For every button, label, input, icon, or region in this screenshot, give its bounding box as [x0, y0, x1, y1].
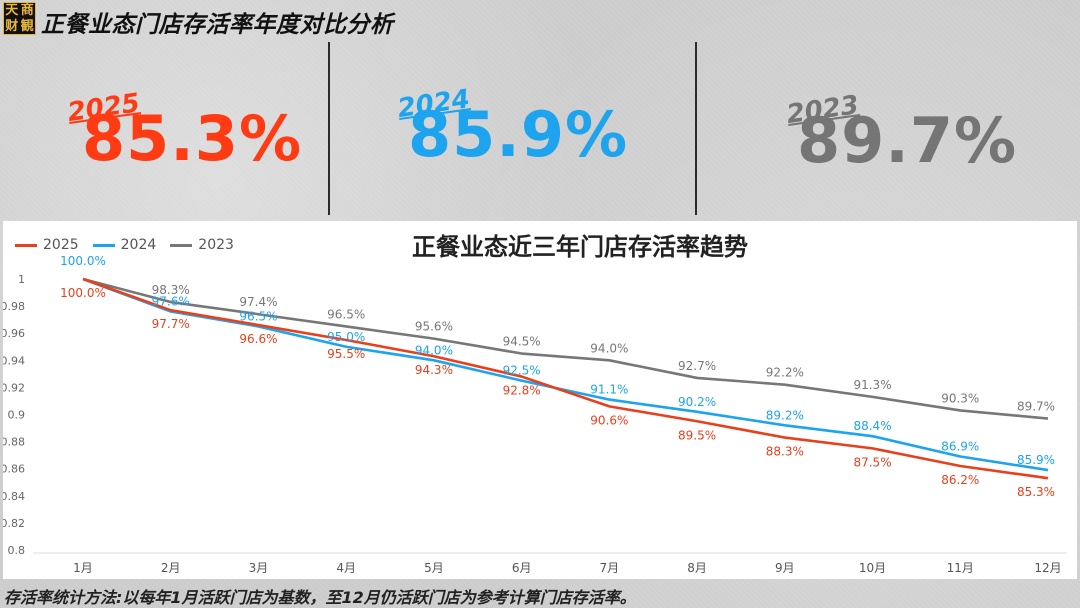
y-tick-label: 0.84 — [3, 490, 25, 503]
data-label: 88.3% — [766, 445, 804, 459]
kpi-card-2025: 2025 85.3% — [0, 40, 328, 215]
data-label: 90.3% — [941, 391, 979, 405]
y-tick-label: 0.86 — [3, 463, 25, 476]
line-chart: 1 0.98 0.96 0.94 0.92 0.9 0.88 0.86 0.84 0.82 0.8 1… — [3, 254, 1067, 575]
data-label: 91.1% — [590, 383, 628, 397]
data-label: 85.9% — [1017, 453, 1055, 467]
data-label: 96.6% — [239, 332, 277, 346]
legend-label: 2024 — [120, 237, 157, 253]
chart-legend: 2025 2024 2023 — [15, 237, 234, 253]
data-label: 94.5% — [503, 335, 541, 349]
data-label: 89.2% — [766, 408, 804, 422]
kpi-value: 85.3% — [82, 102, 303, 175]
data-label: 97.6% — [152, 295, 190, 309]
data-label: 95.0% — [327, 330, 365, 344]
y-tick-label: 0.82 — [3, 517, 25, 530]
data-label: 98.3% — [152, 283, 190, 297]
x-tick-label: 4月 — [336, 561, 356, 575]
kpi-divider — [328, 42, 330, 215]
legend-swatch — [15, 243, 37, 247]
kpi-value: 85.9% — [408, 98, 629, 171]
x-tick-label: 10月 — [859, 561, 886, 575]
x-tick-label: 1月 — [73, 561, 93, 575]
legend-swatch — [170, 243, 193, 247]
data-label: 85.3% — [1017, 485, 1055, 499]
data-label: 100.0% — [60, 286, 106, 300]
data-label: 97.4% — [239, 295, 277, 309]
y-tick-label: 0.94 — [3, 354, 25, 367]
y-tick-label: 0.9 — [8, 409, 26, 422]
logo-char: 财 — [5, 19, 19, 34]
logo-char: 観 — [20, 19, 34, 34]
x-tick-label: 6月 — [512, 561, 532, 575]
series-line-2023 — [82, 277, 1049, 420]
legend-swatch — [92, 243, 115, 247]
data-label: 87.5% — [853, 455, 891, 469]
series-line-2025 — [82, 277, 1049, 480]
data-label: 91.3% — [853, 378, 891, 392]
data-label: 95.5% — [327, 347, 365, 361]
x-tick-label: 2月 — [161, 561, 181, 575]
data-label: 92.2% — [766, 366, 804, 380]
data-label: 86.9% — [941, 440, 979, 454]
x-tick-label: 9月 — [775, 561, 795, 575]
methodology-footnote: 存活率统计方法:以每年1月活跃门店为基数，至12月仍活跃门店为参考计算门店存活率… — [4, 588, 636, 607]
data-label: 89.7% — [1017, 400, 1055, 414]
logo-char: 商 — [20, 3, 34, 18]
legend-item-2025[interactable]: 2025 — [15, 237, 79, 253]
x-tick-label: 12月 — [1034, 561, 1061, 575]
x-tick-label: 5月 — [424, 561, 444, 575]
kpi-card-2023: 2023 89.7% — [697, 40, 1080, 215]
data-label: 96.5% — [327, 307, 365, 321]
data-label: 97.7% — [152, 317, 190, 331]
chart-title: 正餐业态近三年门店存活率趋势 — [412, 233, 748, 261]
legend-item-2024[interactable]: 2024 — [92, 237, 157, 253]
y-tick-label: 0.96 — [3, 327, 25, 340]
y-tick-label: 0.8 — [8, 544, 26, 557]
series-line-2024 — [82, 277, 1049, 472]
legend-label: 2023 — [198, 237, 234, 253]
data-label: 90.6% — [590, 413, 628, 427]
x-tick-label: 11月 — [947, 561, 974, 575]
data-label: 95.6% — [415, 320, 453, 334]
data-label: 88.4% — [853, 419, 891, 433]
kpi-value: 89.7% — [797, 104, 1018, 177]
line-chart-panel: 1 0.98 0.96 0.94 0.92 0.9 0.88 0.86 0.84 0.82 0.8 1… — [3, 221, 1077, 579]
data-label: 94.0% — [415, 343, 453, 357]
y-tick-label: 1 — [18, 273, 25, 286]
kpi-card-2024: 2024 85.9% — [330, 40, 695, 215]
kpi-divider — [695, 42, 697, 215]
data-label: 96.5% — [239, 309, 277, 323]
brand-logo: 天 商 财 観 — [3, 2, 36, 35]
data-label: 89.5% — [678, 428, 716, 442]
data-label: 100.0% — [60, 254, 106, 268]
y-tick-label: 0.98 — [3, 300, 25, 313]
y-tick-label: 0.88 — [3, 436, 25, 449]
x-tick-label: 8月 — [687, 561, 707, 575]
x-tick-label: 7月 — [600, 561, 620, 575]
x-tick-label: 3月 — [249, 561, 269, 575]
data-label: 92.5% — [503, 364, 541, 378]
data-label: 86.2% — [941, 473, 979, 487]
logo-char: 天 — [5, 3, 19, 18]
data-label: 94.0% — [590, 341, 628, 355]
data-label: 90.2% — [678, 395, 716, 409]
page-title: 正餐业态门店存活率年度对比分析 — [41, 12, 394, 38]
data-label: 92.7% — [678, 359, 716, 373]
data-label: 94.3% — [415, 363, 453, 377]
y-tick-label: 0.92 — [3, 381, 25, 394]
legend-item-2023[interactable]: 2023 — [170, 237, 234, 253]
legend-label: 2025 — [43, 237, 79, 253]
data-label: 92.8% — [503, 384, 541, 398]
